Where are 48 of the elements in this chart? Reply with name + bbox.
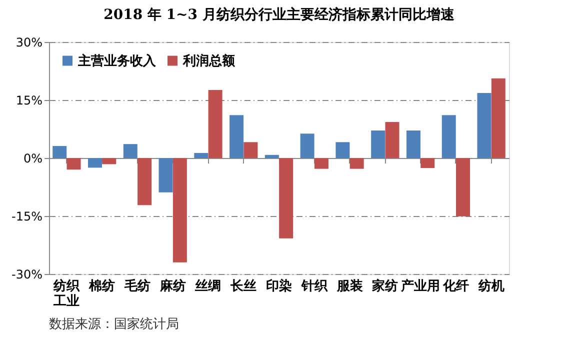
bar bbox=[314, 158, 328, 169]
x-tick-label: 棉纺 bbox=[88, 278, 116, 294]
bar bbox=[230, 115, 244, 158]
x-tick-label: 麻纺 bbox=[158, 278, 186, 294]
bar bbox=[208, 90, 222, 158]
x-tick-label: 化纤 bbox=[442, 279, 469, 294]
x-tick-label: 长丝 bbox=[230, 278, 257, 294]
bar bbox=[442, 115, 456, 158]
bar bbox=[279, 158, 294, 238]
bar bbox=[66, 158, 81, 170]
x-tick-label: 纺机 bbox=[477, 278, 504, 294]
bar bbox=[385, 122, 400, 158]
bar bbox=[158, 158, 173, 192]
bar bbox=[371, 130, 386, 158]
legend-label: 利润总额 bbox=[182, 52, 236, 69]
bar bbox=[350, 158, 364, 169]
x-tick-label: 家纺 bbox=[371, 278, 398, 294]
bar bbox=[420, 158, 435, 168]
y-tick-label: 0% bbox=[23, 152, 42, 166]
x-tick-label: 毛纺 bbox=[123, 278, 150, 294]
bar bbox=[244, 142, 258, 158]
x-tick-label: 产业用 bbox=[400, 278, 440, 294]
bar bbox=[123, 144, 138, 158]
bar bbox=[336, 142, 350, 158]
bar bbox=[406, 130, 420, 158]
bar bbox=[477, 93, 492, 158]
bar bbox=[456, 158, 470, 216]
bar bbox=[138, 158, 152, 206]
y-tick-label: 15% bbox=[16, 94, 42, 108]
bar bbox=[172, 158, 187, 262]
y-tick-label: -30% bbox=[11, 268, 42, 282]
source-note: 数据来源：国家统计局 bbox=[49, 316, 179, 332]
x-tick-label: 印染 bbox=[266, 278, 292, 294]
bar bbox=[194, 152, 208, 158]
bar bbox=[52, 146, 67, 158]
bar bbox=[300, 134, 314, 158]
x-tick-label: 纺织工业 bbox=[52, 278, 81, 309]
bar bbox=[264, 154, 279, 158]
y-tick-label: -15% bbox=[11, 210, 42, 224]
chart-title: 2018 年 1~3 月纺织分行业主要经济指标累计同比增速 bbox=[104, 6, 456, 23]
x-tick-label: 针织 bbox=[300, 279, 328, 294]
legend-label: 主营业务收入 bbox=[77, 52, 157, 69]
bar bbox=[102, 158, 116, 164]
y-tick-label: 30% bbox=[16, 36, 42, 50]
x-tick-label: 丝绸 bbox=[194, 278, 222, 294]
bar bbox=[491, 78, 506, 158]
x-tick-label: 服装 bbox=[336, 279, 363, 294]
bar bbox=[88, 158, 102, 168]
